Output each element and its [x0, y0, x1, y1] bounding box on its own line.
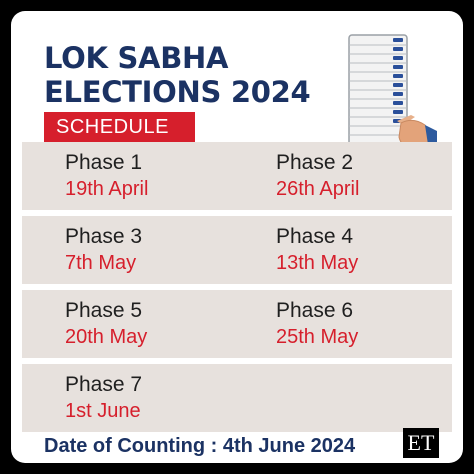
phase-date: 20th May: [65, 326, 148, 348]
phase-cell-5: Phase 5 20th May: [65, 298, 147, 350]
schedule-badge: SCHEDULE: [44, 112, 195, 142]
et-logo: ET: [403, 428, 439, 458]
phase-date: 19th April: [65, 178, 149, 200]
title-line-2: ELECTIONS 2024: [44, 75, 311, 109]
phase-cell-7: Phase 7 1st June: [65, 372, 142, 424]
phase-date: 7th May: [65, 252, 137, 274]
counting-date-text: Date of Counting : 4th June 2024: [44, 435, 356, 457]
phase-date: 1st June: [65, 400, 141, 422]
phase-cell-3: Phase 3 7th May: [65, 224, 142, 276]
phase-label: Phase 2: [276, 151, 354, 174]
phase-label: Phase 3: [65, 225, 143, 248]
phase-label: Phase 4: [276, 225, 354, 248]
schedule-row-2: Phase 3 7th May Phase 4 13th May: [22, 216, 452, 284]
voting-machine-icon: [348, 34, 437, 151]
phase-cell-4: Phase 4 13th May: [276, 224, 358, 276]
phase-cell-6: Phase 6 25th May: [276, 298, 358, 350]
phase-date: 25th May: [276, 326, 359, 348]
phase-label: Phase 5: [65, 299, 143, 322]
title-line-1: LOK SABHA: [44, 41, 229, 75]
phase-label: Phase 7: [65, 373, 143, 396]
schedule-row-4: Phase 7 1st June: [22, 364, 452, 432]
phase-date: 13th May: [276, 252, 359, 274]
phase-cell-2: Phase 2 26th April: [276, 150, 359, 202]
schedule-row-3: Phase 5 20th May Phase 6 25th May: [22, 290, 452, 358]
phase-label: Phase 6: [276, 299, 354, 322]
schedule-row-1: Phase 1 19th April Phase 2 26th April: [22, 142, 452, 210]
page-title: LOK SABHA ELECTIONS 2024: [44, 41, 311, 109]
phase-cell-1: Phase 1 19th April: [65, 150, 148, 202]
phase-date: 26th April: [276, 178, 360, 200]
schedule-card: LOK SABHA ELECTIONS 2024 SCHEDULE P: [11, 11, 463, 463]
phase-label: Phase 1: [65, 151, 143, 174]
